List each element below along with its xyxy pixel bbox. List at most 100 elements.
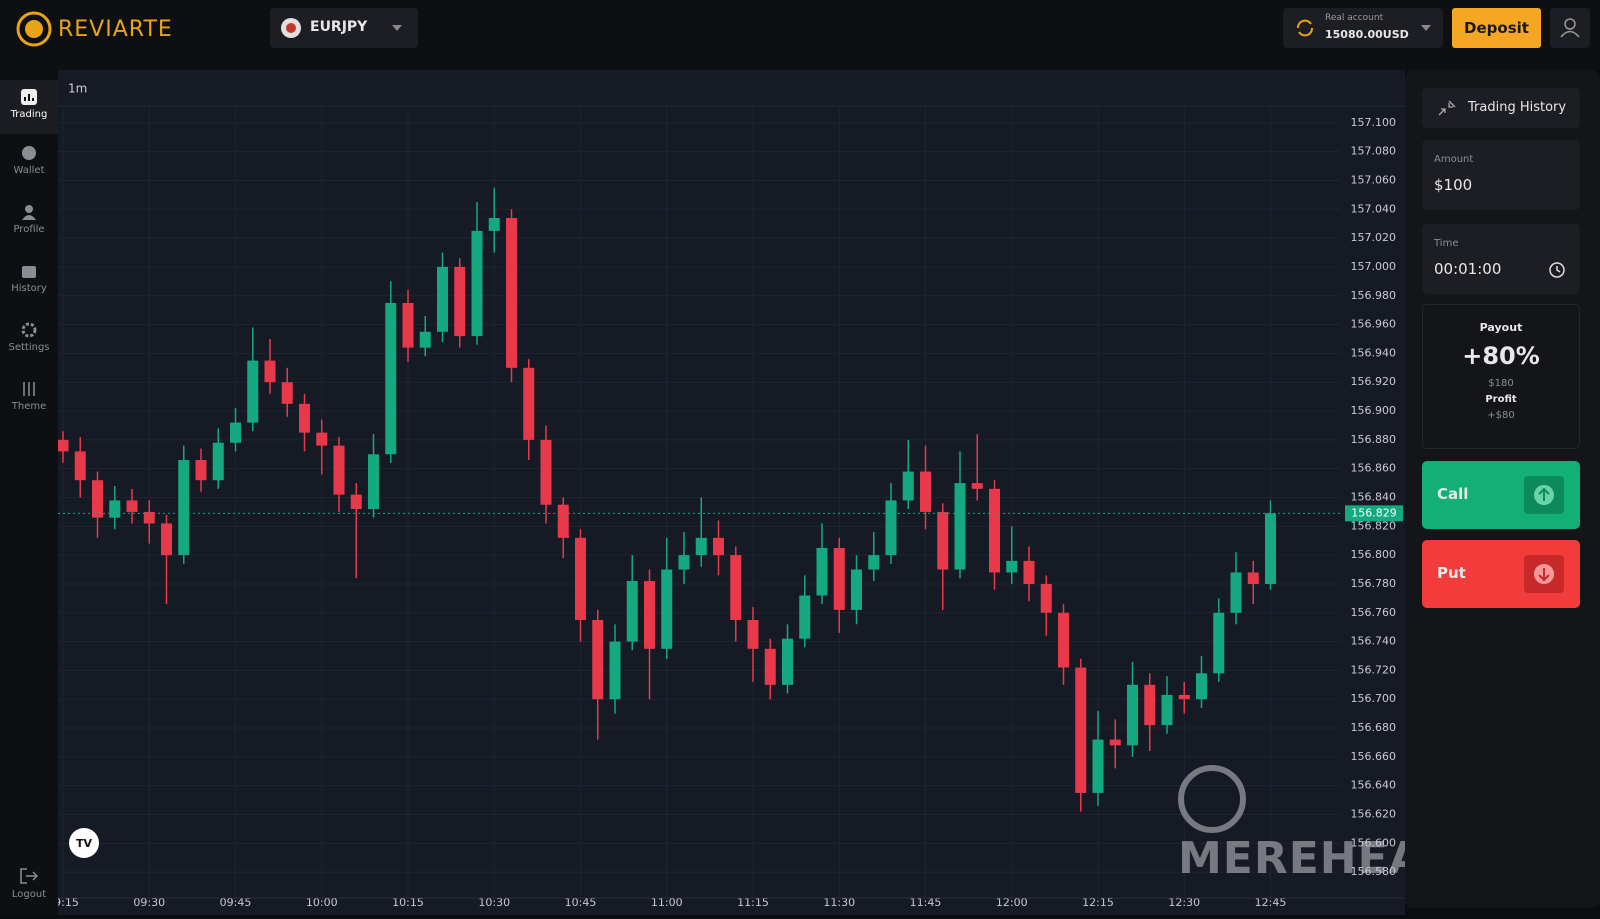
- y-tick-label: 156.860: [1351, 462, 1397, 475]
- x-tick-label: 09:45: [220, 896, 252, 909]
- candle-body: [523, 367, 535, 440]
- candle-body: [540, 439, 552, 505]
- profit-label: Profit: [1485, 394, 1517, 405]
- nav-label: History: [11, 283, 47, 294]
- payout-amount: $180: [1488, 378, 1514, 389]
- time-value: 00:01:00: [1434, 260, 1502, 278]
- candle-body: [626, 581, 638, 642]
- candle-body: [109, 500, 121, 518]
- x-tick-label: 10:00: [306, 896, 338, 909]
- put-button[interactable]: Put: [1422, 540, 1580, 608]
- last-price-label: 156.829: [1351, 506, 1397, 519]
- up-icon: [1524, 476, 1564, 514]
- candle-body: [281, 382, 293, 404]
- chart-area: 1m 156.580 156.600 156.620 156.640 156.660 15…: [47, 70, 1460, 915]
- account-selector[interactable]: Real account 15080.00USD: [1283, 8, 1443, 48]
- nav-label: Profile: [13, 224, 45, 235]
- account-label: Real account: [1325, 13, 1384, 23]
- amount-input[interactable]: Amount $100: [1422, 140, 1580, 210]
- y-tick-label: 156.700: [1351, 692, 1397, 705]
- candle-body: [1247, 572, 1259, 584]
- time-input[interactable]: Time 00:01:00: [1422, 224, 1580, 294]
- candle-body: [419, 331, 431, 348]
- candle-body: [1092, 739, 1104, 793]
- candle-body: [678, 555, 690, 570]
- last-price-box: [1345, 505, 1403, 522]
- dropdown-arrow: [392, 25, 402, 31]
- trading-history-button[interactable]: Trading History: [1422, 88, 1580, 128]
- x-tick-label: 11:15: [737, 896, 769, 909]
- nav-label: Trading: [10, 109, 48, 120]
- x-tick-label: 10:45: [565, 896, 597, 909]
- candle-body: [316, 432, 328, 446]
- candle-body: [1230, 572, 1242, 613]
- deposit-button[interactable]: Deposit: [1452, 8, 1541, 48]
- candle-body: [954, 483, 966, 570]
- logo-icon: [16, 11, 52, 47]
- y-tick-label: 156.840: [1351, 491, 1397, 504]
- down-icon: [1524, 555, 1564, 593]
- candle-body: [713, 537, 724, 556]
- candle-body: [143, 511, 155, 524]
- x-tick-label: 12:15: [1082, 896, 1114, 909]
- y-tick-label: 157.000: [1351, 260, 1397, 273]
- amount-value: $100: [1434, 176, 1473, 194]
- x-tick-label: 12:45: [1255, 896, 1287, 909]
- nav-icon: [21, 322, 37, 338]
- nav-trading[interactable]: Trading: [0, 80, 58, 134]
- user-button[interactable]: [1550, 8, 1590, 48]
- y-tick-label: 156.720: [1351, 663, 1397, 676]
- chart: 1m 156.580 156.600 156.620 156.640 156.660 15…: [47, 82, 1405, 909]
- candle-body: [1127, 684, 1138, 746]
- y-tick-label: 156.580: [1351, 865, 1397, 878]
- nav-logout[interactable]: Logout: [0, 867, 58, 900]
- y-tick-label: 156.940: [1351, 346, 1397, 359]
- interval[interactable]: 1m: [68, 82, 87, 96]
- candle-body: [1178, 694, 1190, 700]
- x-tick-label: 12:30: [1168, 896, 1200, 909]
- candle-body: [333, 445, 345, 495]
- candle-body: [178, 460, 190, 556]
- candle-body: [506, 217, 517, 368]
- candle-body: [661, 569, 673, 649]
- y-tick-label: 156.820: [1351, 519, 1397, 532]
- payout-value: +80%: [1462, 342, 1540, 370]
- y-tick-label: 156.980: [1351, 289, 1397, 302]
- candle-body: [644, 581, 655, 649]
- candle-body: [1040, 583, 1052, 613]
- nav-history[interactable]: History: [0, 263, 58, 294]
- payout-card: Payout +80% $180 Profit +$80: [1422, 304, 1580, 449]
- candle-body: [747, 619, 759, 649]
- y-tick-label: 156.960: [1351, 318, 1397, 331]
- nav-wallet[interactable]: Wallet: [0, 145, 58, 176]
- nav-icon: [21, 89, 37, 105]
- y-tick-label: 156.740: [1351, 635, 1397, 648]
- x-tick-label: 11:45: [910, 896, 942, 909]
- candle-body: [1006, 560, 1018, 573]
- y-tick-label: 156.920: [1351, 375, 1397, 388]
- clock-icon: [1549, 262, 1565, 278]
- x-tick-label: 10:30: [478, 896, 510, 909]
- candle-body: [730, 555, 742, 620]
- refresh-icon: [1297, 19, 1313, 37]
- candle-body: [816, 547, 828, 596]
- y-tick-label: 156.640: [1351, 779, 1397, 792]
- candle-body: [1109, 739, 1121, 746]
- dropdown-arrow: [1421, 25, 1431, 31]
- x-tick-label: 11:00: [651, 896, 683, 909]
- y-tick-label: 157.040: [1351, 202, 1397, 215]
- nav-theme[interactable]: Theme: [0, 381, 58, 412]
- call-button[interactable]: Call: [1422, 461, 1580, 529]
- nav-icon: [22, 146, 36, 160]
- y-tick-label: 156.620: [1351, 808, 1397, 821]
- user-icon: [1560, 18, 1580, 38]
- pair-selector[interactable]: EURJPY: [270, 8, 418, 48]
- nav-profile[interactable]: Profile: [0, 204, 58, 235]
- candle-body: [799, 595, 811, 639]
- candle-body: [1265, 513, 1276, 584]
- y-tick-label: 157.060: [1351, 173, 1397, 186]
- candle-body: [402, 302, 414, 348]
- nav-icon: [22, 205, 36, 220]
- nav-settings[interactable]: Settings: [0, 322, 58, 353]
